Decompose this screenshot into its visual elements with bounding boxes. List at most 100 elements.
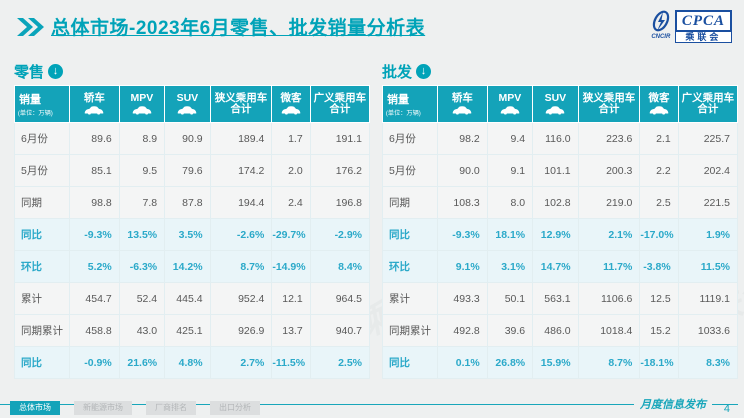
- value-cell: 1.9%: [677, 218, 739, 251]
- row-label: 同比: [13, 218, 71, 251]
- column-header: 轿车: [69, 85, 120, 123]
- value-cell: 39.6: [486, 314, 534, 347]
- value-cell: 219.0: [577, 186, 641, 219]
- column-header: SUV: [532, 85, 579, 123]
- row-label: 同期累计: [13, 314, 71, 347]
- value-cell: 12.5: [639, 282, 679, 315]
- value-cell: 196.8: [309, 186, 371, 219]
- wholesale-table-region: 批发 ↓ 销量 (单位：万辆) 轿车 MPV SUV 狭义乘用车 合计 微客 广义乘用车 合计 6…: [381, 60, 739, 379]
- value-cell: 8.9: [118, 122, 166, 155]
- value-cell: 2.4: [271, 186, 311, 219]
- value-cell: 90.9: [164, 122, 211, 155]
- value-cell: 4.8%: [164, 346, 211, 379]
- value-cell: 15.9%: [532, 346, 579, 379]
- column-header: SUV: [164, 85, 211, 123]
- sedan-icon: [453, 106, 472, 115]
- row-label: 同比: [381, 218, 439, 251]
- value-cell: 87.8: [164, 186, 211, 219]
- value-cell: -6.3%: [118, 250, 166, 283]
- table-row: 同期累计 492.8 39.6 486.0 1018.4 15.2 1033.6: [381, 314, 739, 347]
- value-cell: 940.7: [309, 314, 371, 347]
- value-cell: -17.0%: [639, 218, 679, 251]
- table-row: 同期 108.3 8.0 102.8 219.0 2.5 221.5: [381, 186, 739, 219]
- down-arrow-icon: ↓: [416, 63, 432, 79]
- table-row: 同期累计 458.8 43.0 425.1 926.9 13.7 940.7: [13, 314, 371, 347]
- value-cell: 89.6: [69, 122, 120, 155]
- value-cell: -9.3%: [437, 218, 488, 251]
- value-cell: 50.1: [486, 282, 534, 315]
- row-label: 同期: [13, 186, 71, 219]
- suv-icon: [178, 106, 197, 115]
- table-row: 环比 5.2% -6.3% 14.2% 8.7% -14.9% 8.4%: [13, 250, 371, 283]
- value-cell: 1033.6: [677, 314, 739, 347]
- value-cell: 13.7: [271, 314, 311, 347]
- wholesale-table: 销量 (单位：万辆) 轿车 MPV SUV 狭义乘用车 合计 微客 广义乘用车 合计 6月份 98.…: [381, 85, 739, 379]
- value-cell: 191.1: [309, 122, 371, 155]
- sales-volume-header: 销量 (单位：万辆): [13, 85, 71, 123]
- logo-cncir-text: CNCIR: [651, 34, 671, 40]
- footer-tab[interactable]: 总体市场: [10, 401, 60, 415]
- value-cell: 26.8%: [486, 346, 534, 379]
- table-row: 6月份 89.6 8.9 90.9 189.4 1.7 191.1: [13, 122, 371, 155]
- value-cell: 2.2: [639, 154, 679, 187]
- value-cell: 2.0: [271, 154, 311, 187]
- cpca-swoosh-icon: CNCIR: [650, 10, 672, 40]
- value-cell: 454.7: [69, 282, 120, 315]
- value-cell: 15.2: [639, 314, 679, 347]
- footer-tab[interactable]: 厂商排名: [146, 401, 196, 415]
- value-cell: 13.5%: [118, 218, 166, 251]
- row-label: 累计: [381, 282, 439, 315]
- mpv-icon: [132, 106, 152, 115]
- value-cell: 9.1%: [437, 250, 488, 283]
- retail-section-label: 零售: [14, 63, 45, 81]
- value-cell: -9.3%: [69, 218, 120, 251]
- column-header: MPV: [118, 85, 166, 123]
- title-bar: 总体市场-2023年6月零售、批发销量分析表: [16, 13, 425, 40]
- footer-tab[interactable]: 新能源市场: [74, 401, 132, 415]
- value-cell: 926.9: [209, 314, 273, 347]
- value-cell: 0.1%: [437, 346, 488, 379]
- logo-cpca-text: CPCA: [674, 10, 732, 32]
- value-cell: 98.2: [437, 122, 488, 155]
- down-arrow-icon: ↓: [48, 63, 64, 79]
- value-cell: 9.4: [486, 122, 534, 155]
- value-cell: 486.0: [532, 314, 579, 347]
- value-cell: 101.1: [532, 154, 579, 187]
- value-cell: 9.1: [486, 154, 534, 187]
- value-cell: 12.1: [271, 282, 311, 315]
- sales-volume-header: 销量 (单位：万辆): [381, 85, 439, 123]
- value-cell: 1119.1: [677, 282, 739, 315]
- value-cell: 200.3: [577, 154, 641, 187]
- value-cell: 8.3%: [677, 346, 739, 379]
- value-cell: -11.5%: [271, 346, 311, 379]
- value-cell: 79.6: [164, 154, 211, 187]
- cpca-logo: CNCIR CPCA 乘联会: [650, 10, 732, 43]
- column-header: 轿车: [437, 85, 488, 123]
- value-cell: 11.5%: [677, 250, 739, 283]
- column-header: 狭义乘用车 合计: [577, 85, 641, 123]
- column-header: MPV: [486, 85, 534, 123]
- footer-tabs: 总体市场 新能源市场 厂商排名 出口分析: [10, 401, 260, 415]
- row-label: 5月份: [13, 154, 71, 187]
- value-cell: 7.8: [118, 186, 166, 219]
- value-cell: 2.7%: [209, 346, 273, 379]
- value-cell: 2.1: [639, 122, 679, 155]
- value-cell: 2.5: [639, 186, 679, 219]
- value-cell: 493.3: [437, 282, 488, 315]
- value-cell: 225.7: [677, 122, 739, 155]
- double-chevron-icon: [16, 17, 44, 37]
- table-row: 环比 9.1% 3.1% 14.7% 11.7% -3.8% 11.5%: [381, 250, 739, 283]
- row-label: 同期累计: [381, 314, 439, 347]
- value-cell: 2.5%: [309, 346, 371, 379]
- footer-tab[interactable]: 出口分析: [210, 401, 260, 415]
- van-icon: [281, 106, 301, 115]
- publish-label: 月度信息发布: [640, 399, 706, 411]
- table-row: 同期 98.8 7.8 87.8 194.4 2.4 196.8: [13, 186, 371, 219]
- value-cell: 108.3: [437, 186, 488, 219]
- value-cell: -0.9%: [69, 346, 120, 379]
- column-header: 微客: [639, 85, 679, 123]
- value-cell: 563.1: [532, 282, 579, 315]
- value-cell: -29.7%: [271, 218, 311, 251]
- value-cell: -2.9%: [309, 218, 371, 251]
- value-cell: 85.1: [69, 154, 120, 187]
